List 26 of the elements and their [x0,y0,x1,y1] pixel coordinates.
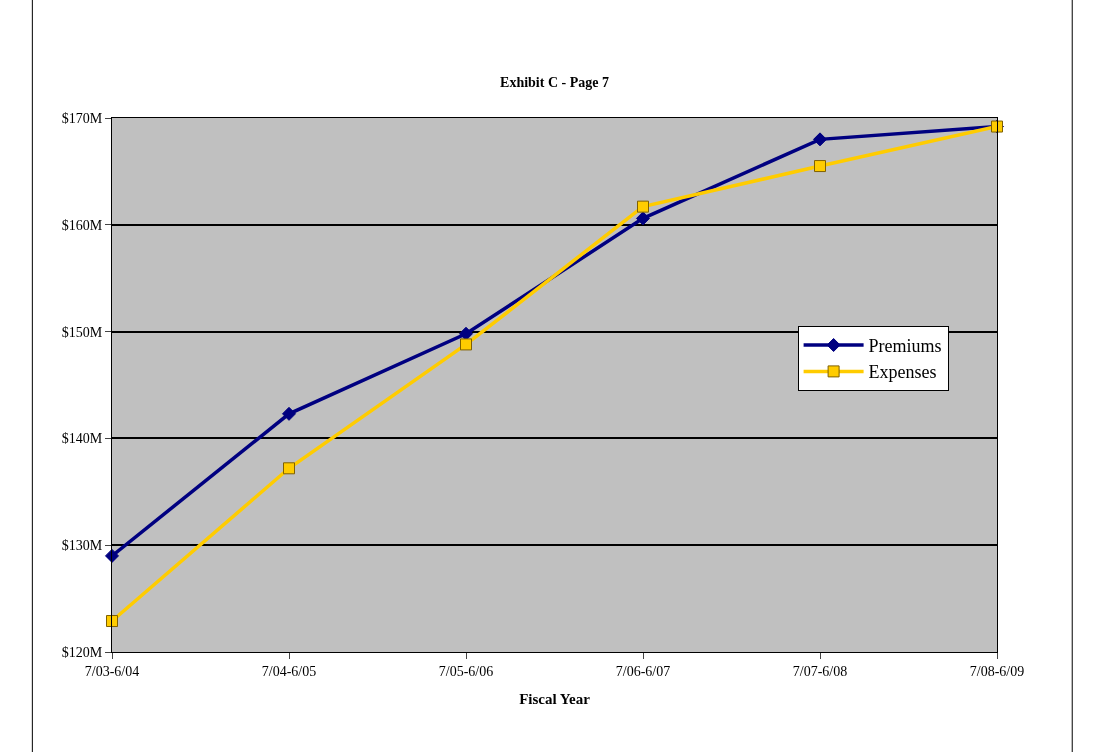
point [636,211,650,226]
point [282,406,296,421]
chart-title: Exhibit C - Page 7 [500,74,609,90]
x-tick-label: 7/05-6/06 [438,663,494,679]
y-tick-label: $120M [61,644,103,660]
point [814,160,826,173]
y-tick-label: $170M [61,110,103,126]
point [460,338,472,351]
y-tick-label: $150M [61,324,103,340]
point [106,615,118,628]
point [105,548,119,563]
y-tick-label: $160M [61,217,103,233]
legend-label: Expenses [868,362,937,383]
x-tick-label: 7/04-6/05 [261,663,317,679]
x-tick-label: 7/06-6/07 [615,663,671,679]
legend-label: Premiums [868,336,942,357]
point [813,132,827,147]
point [283,462,295,475]
x-tick-label: 7/08-6/09 [969,663,1025,679]
x-tick-label: 7/07-6/08 [792,663,848,679]
y-tick-label: $140M [61,431,103,447]
x-axis-title: Fiscal Year [519,690,591,707]
x-tick-label: 7/03-6/04 [84,663,140,679]
point [459,326,473,341]
y-tick-label: $130M [61,538,103,554]
point [637,200,649,213]
